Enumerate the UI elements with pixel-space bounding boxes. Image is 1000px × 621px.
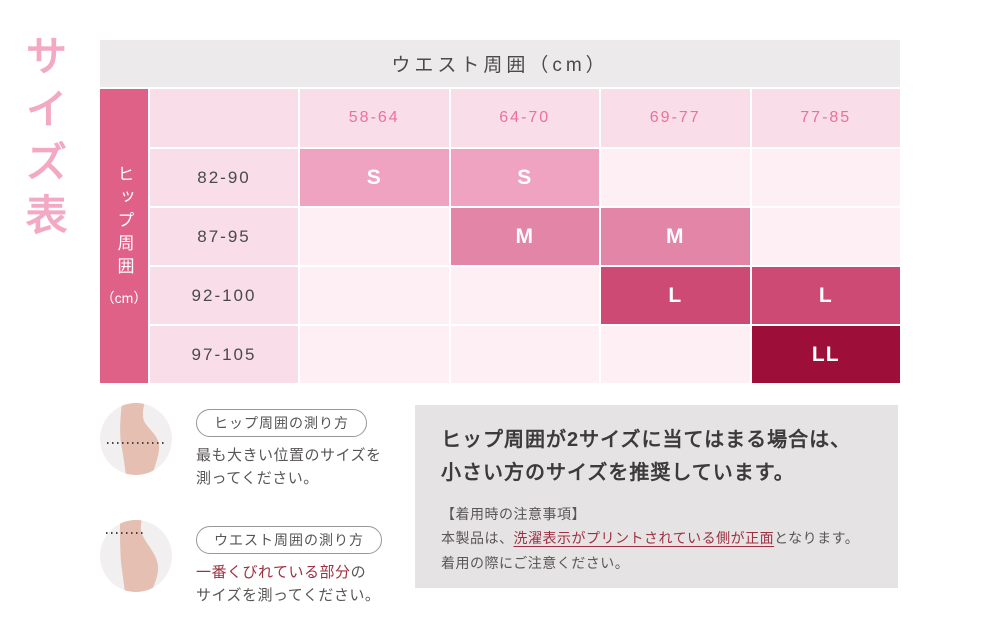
hip-axis-unit: （cm） xyxy=(100,289,148,306)
size-cell xyxy=(601,149,750,206)
note-heading-line2: 小さい方のサイズを推奨しています。 xyxy=(441,462,795,484)
hip-guide-desc: 最も大きい位置のサイズを 測ってください。 xyxy=(196,444,382,490)
waist-range-header: 64-70 xyxy=(450,89,599,147)
note-body: 本製品は、洗濯表示がプリントされている側が正面となります。 着用の際にご注意くだ… xyxy=(441,526,872,576)
waist-guide-desc-line1: 一番くびれている部分の xyxy=(196,561,382,584)
waist-guide-desc: 一番くびれている部分の サイズを測ってください。 xyxy=(196,561,382,607)
note-box: ヒップ周囲が2サイズに当てはまる場合は、 小さい方のサイズを推奨しています。 【… xyxy=(415,405,898,588)
size-cell: L xyxy=(751,267,900,324)
waist-guide-desc-line2: サイズを測ってください。 xyxy=(196,587,381,604)
hip-range-header: 87-95 xyxy=(150,208,298,265)
waist-guide-particle: の xyxy=(350,564,367,581)
note-caution-title: 【着用時の注意事項】 xyxy=(441,506,586,522)
size-grid: ヒップ周囲 （cm） 58-64 64-70 69-77 77-85 82-90… xyxy=(100,89,900,383)
waist-range-header: 69-77 xyxy=(601,89,750,147)
hip-measure-icon xyxy=(100,403,172,475)
size-cell: M xyxy=(601,208,750,265)
hip-axis-header: ヒップ周囲 （cm） xyxy=(100,89,148,383)
waist-range-header: 77-85 xyxy=(751,89,900,147)
waist-guide-text: ウエスト周囲の測り方 一番くびれている部分の サイズを測ってください。 xyxy=(196,520,382,607)
size-cell xyxy=(300,267,449,324)
waist-measure-guide: ウエスト周囲の測り方 一番くびれている部分の サイズを測ってください。 xyxy=(100,520,405,607)
waist-guide-highlight: 一番くびれている部分 xyxy=(196,564,351,581)
hip-guide-pill: ヒップ周囲の測り方 xyxy=(196,409,367,437)
hip-guide-desc-line1: 最も大きい位置のサイズを xyxy=(196,447,382,464)
hip-axis-label: ヒップ周囲 xyxy=(114,164,134,280)
note-body-suffix: となります。 xyxy=(774,530,860,546)
size-cell: S xyxy=(300,149,449,206)
size-cell xyxy=(300,208,449,265)
waist-range-header: 58-64 xyxy=(300,89,449,147)
note-heading: ヒップ周囲が2サイズに当てはまる場合は、 小さい方のサイズを推奨しています。 xyxy=(441,424,872,490)
size-cell: L xyxy=(601,267,750,324)
note-body-line1: 本製品は、洗濯表示がプリントされている側が正面となります。 xyxy=(441,526,872,551)
size-table: ウエスト周囲（cm） ヒップ周囲 （cm） 58-64 64-70 69-77 … xyxy=(100,40,900,383)
hip-guide-desc-line2: 測ってください。 xyxy=(196,470,319,487)
note-heading-line1: ヒップ周囲が2サイズに当てはまる場合は、 xyxy=(441,429,852,451)
size-cell xyxy=(601,326,750,383)
hip-range-header: 82-90 xyxy=(150,149,298,206)
size-cell: M xyxy=(450,208,599,265)
note-body-prefix: 本製品は、 xyxy=(441,530,514,546)
measurement-guides: ヒップ周囲の測り方 最も大きい位置のサイズを 測ってください。 xyxy=(100,403,405,607)
hip-measure-guide: ヒップ周囲の測り方 最も大きい位置のサイズを 測ってください。 xyxy=(100,403,405,490)
note-body-line2: 着用の際にご注意ください。 xyxy=(441,555,630,571)
size-cell xyxy=(300,326,449,383)
waist-measure-icon xyxy=(100,520,172,592)
note-body-highlight: 洗濯表示がプリントされている側が正面 xyxy=(513,530,775,546)
size-cell xyxy=(450,267,599,324)
size-cell xyxy=(751,208,900,265)
size-cell xyxy=(751,149,900,206)
corner-cell xyxy=(150,89,298,147)
size-cell: S xyxy=(450,149,599,206)
page-title: サイズ表 xyxy=(20,34,67,246)
hip-guide-text: ヒップ周囲の測り方 最も大きい位置のサイズを 測ってください。 xyxy=(196,403,382,490)
waist-guide-pill: ウエスト周囲の測り方 xyxy=(196,526,382,554)
waist-axis-header: ウエスト周囲（cm） xyxy=(100,40,900,87)
hip-range-header: 92-100 xyxy=(150,267,298,324)
size-cell xyxy=(450,326,599,383)
hip-range-header: 97-105 xyxy=(150,326,298,383)
size-cell: LL xyxy=(751,326,900,383)
